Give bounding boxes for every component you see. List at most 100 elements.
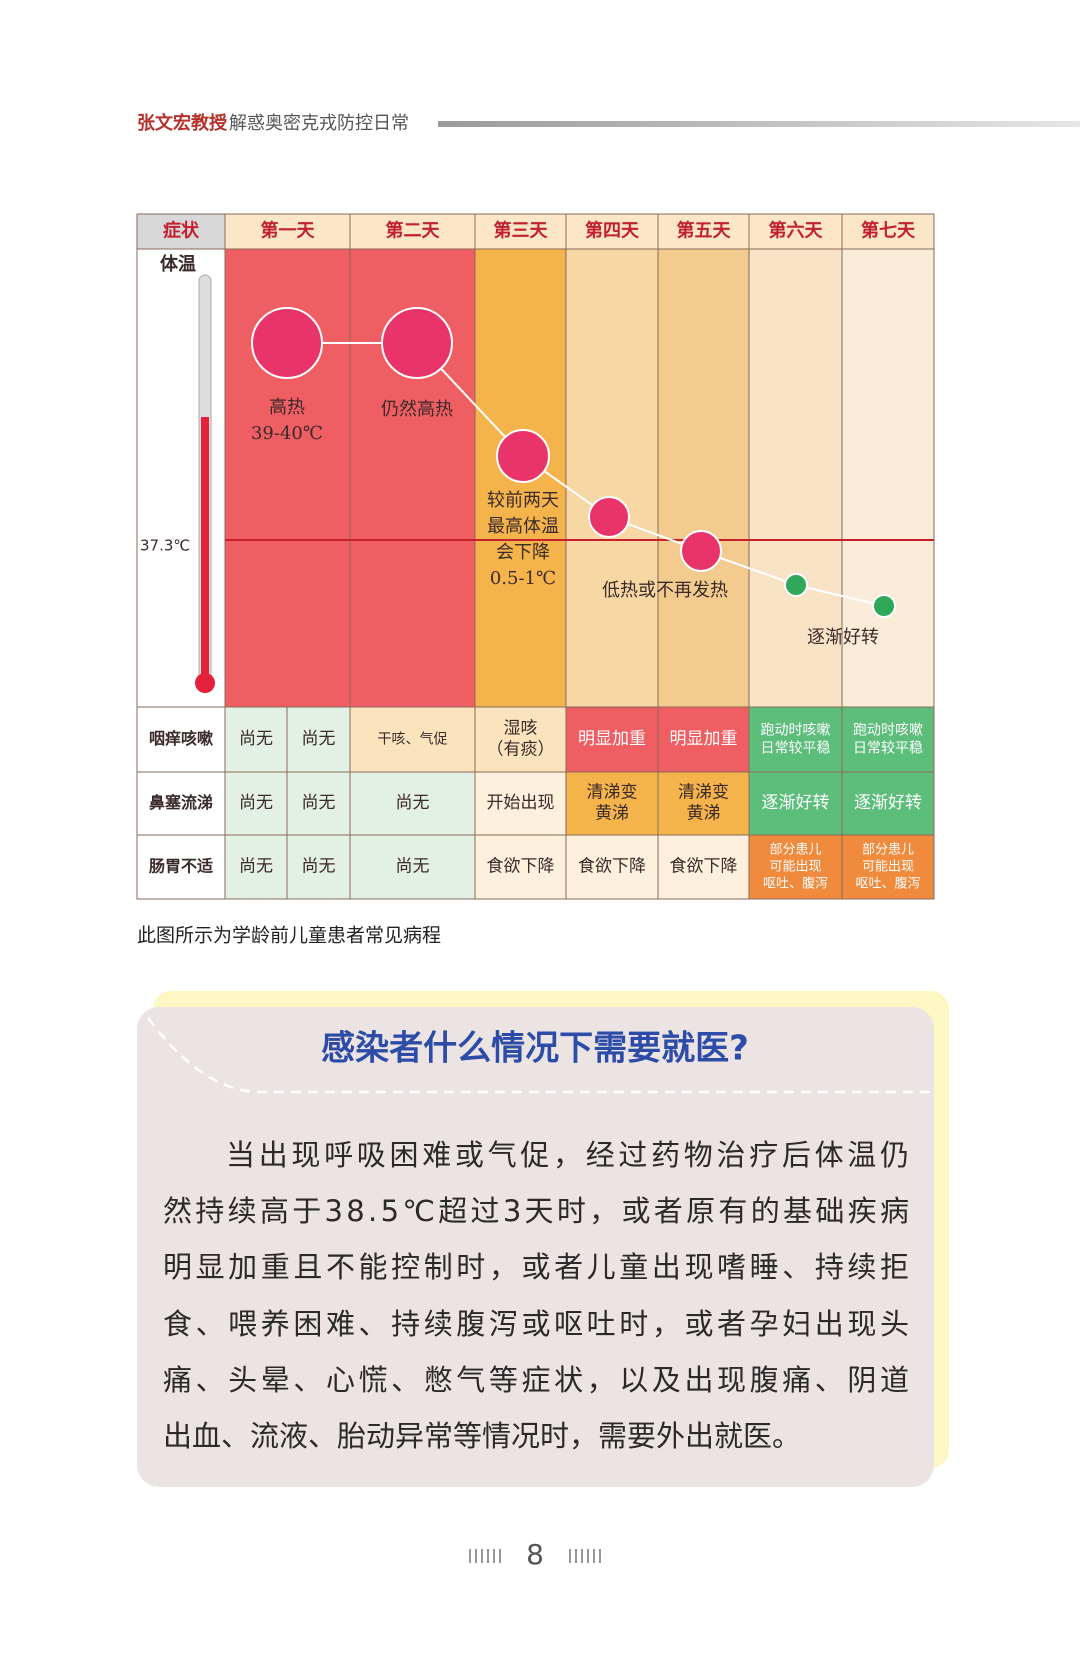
symptom-text: 尚无 [396,857,430,877]
symptom-text: 呕吐、腹泻 [763,876,828,892]
symptom-text: 日常较平稳 [853,741,923,757]
symptom-text: 开始出现 [487,793,555,813]
day-label: 第六天 [769,220,824,242]
symptom-cell [349,771,476,836]
symptom-cell [474,706,567,773]
symptom-text: 清涕变 [587,783,638,803]
symptom-name: 肠胃不适 [149,857,213,876]
symptom-cell [657,706,750,773]
symptom-text: 逐渐好转 [854,793,922,813]
callout: 感染者什么情况下需要就医? 当出现呼吸困难或气促，经过药物治疗后体温仍然持续高于… [137,991,949,1487]
symptom-text: 尚无 [396,793,430,813]
symptom-cell [474,771,567,836]
symptom-text: 清涕变 [678,783,729,803]
symptom-text: 干咳、气促 [378,732,448,748]
header-cell [748,213,843,250]
temp-dot [784,573,808,597]
temp-dot [381,307,453,379]
callout-title: 感染者什么情况下需要就医? [321,1029,749,1069]
callout-box [137,1007,934,1487]
band [748,248,843,708]
thermo-fill [201,417,209,677]
band [657,248,750,708]
day-label: 第二天 [386,220,441,242]
temp-annotation: 最高体温 [487,516,559,537]
symptom-cell [565,771,659,836]
symptom-text: 尚无 [302,793,336,813]
symptom-text: 黄涕 [687,804,721,824]
body-line: 当出现呼吸困难或气促，经过药物治疗后体温仍 [226,1138,909,1172]
symptom-text: 跑动时咳嗽 [853,723,923,739]
symptom-text: 尚无 [302,729,336,749]
temp-dot [680,530,722,572]
header-cell [224,213,351,250]
day-label: 第七天 [861,220,916,242]
threshold-label: 37.3℃ [140,537,190,555]
symptom-text: 跑动时咳嗽 [761,723,831,739]
day-label: 第三天 [494,220,549,242]
symptom-cell [565,706,659,773]
temp-annotation: 低热或不再发热 [602,580,728,601]
row-label-cell [136,834,226,900]
symptom-text: 日常较平稳 [761,741,831,757]
symptom-text: 部分患儿 [862,843,914,858]
day-label: 第四天 [585,220,640,242]
symptom-text: 食欲下降 [578,857,646,877]
symptom-cell [286,706,351,773]
row-label-cell [136,771,226,836]
body-line: 痛、头晕、心慌、憋气等症状，以及出现腹痛、阴道 [163,1363,909,1397]
temp-dot [588,496,630,538]
day-label: 第五天 [677,220,732,242]
symptom-text: 明显加重 [578,729,646,749]
temp-annotation: 0.5-1℃ [490,568,556,589]
symptom-text: 呕吐、腹泻 [855,876,920,892]
temp-label: 体温 [160,253,196,275]
footer: 8 [469,1538,601,1571]
header-rule [438,121,1080,127]
symptom-cell [349,706,476,773]
band [841,248,935,708]
temp-annotation: 较前两天 [487,490,559,511]
band [565,248,659,708]
temp-annotation: 仍然高热 [381,399,453,420]
symptom-cell [748,706,843,773]
running-header: 张文宏教授 解惑奥密克戎防控日常 [137,112,1080,134]
symptom-text: 尚无 [239,793,273,813]
thermo-bulb [195,673,215,693]
symptom-cell [565,834,659,900]
symptom-text: 黄涕 [595,804,629,824]
symptom-text: 可能出现 [769,860,821,875]
header-cell [136,213,226,250]
body-line: 出血、流液、胎动异常等情况时，需要外出就医。 [163,1419,801,1453]
symptom-text: 尚无 [239,729,273,749]
header-cell [349,213,476,250]
temp-dot [251,307,323,379]
temp-annotation: 逐渐好转 [807,627,879,648]
author: 张文宏教授 [137,112,228,134]
body-line: 食、喂养困难、持续腹泻或呕吐时，或者孕妇出现头 [163,1307,909,1341]
symptom-cell [224,706,288,773]
symptom-text: 可能出现 [862,860,914,875]
dashed-divider [146,1017,934,1094]
symptom-text: 明显加重 [670,729,738,749]
day-label: 第一天 [261,220,316,242]
column-label: 症状 [163,220,200,242]
header-cell [474,213,567,250]
temp-annotation: 会下降 [496,542,550,563]
symptom-text: 尚无 [302,857,336,877]
band [136,248,226,708]
symptom-text: 部分患儿 [769,843,821,858]
symptom-text: 食欲下降 [670,857,738,877]
symptom-name: 咽痒咳嗽 [149,729,213,748]
temp-annotation: 高热 [269,397,305,418]
symptom-text: 逐渐好转 [762,793,830,813]
symptom-cell [657,771,750,836]
symptom-cell [841,706,935,773]
symptom-cell [224,771,288,836]
symptom-cell [657,834,750,900]
header-title: 解惑奥密克戎防控日常 [229,113,409,134]
symptom-text: 湿咳 [504,719,538,739]
page-number: 8 [526,1538,544,1571]
